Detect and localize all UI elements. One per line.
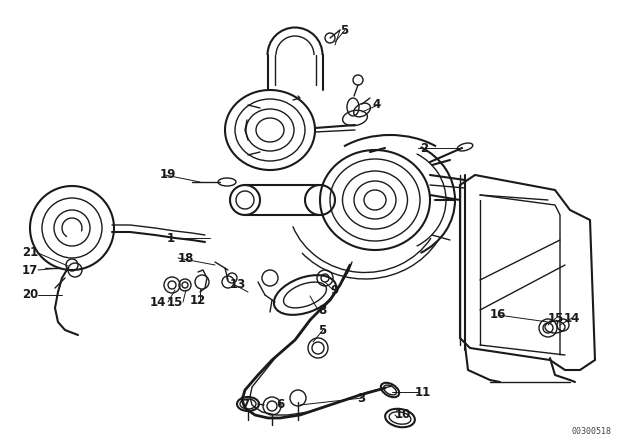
Text: 3: 3 — [357, 392, 365, 405]
Text: 7: 7 — [241, 397, 249, 410]
Text: 11: 11 — [415, 385, 431, 399]
Text: 16: 16 — [490, 309, 506, 322]
Text: 12: 12 — [190, 293, 206, 306]
Text: 14: 14 — [564, 311, 580, 324]
Text: 6: 6 — [276, 397, 284, 410]
Text: 15: 15 — [548, 311, 564, 324]
Text: 5: 5 — [340, 23, 348, 36]
Text: 2: 2 — [420, 142, 428, 155]
Text: 19: 19 — [160, 168, 177, 181]
Text: 1: 1 — [167, 232, 175, 245]
Text: 14: 14 — [150, 296, 166, 309]
Text: 5: 5 — [318, 323, 326, 336]
Text: 21: 21 — [22, 246, 38, 259]
Text: 10: 10 — [395, 409, 412, 422]
Text: 17: 17 — [22, 263, 38, 276]
Text: 8: 8 — [318, 303, 326, 316]
Text: 15: 15 — [167, 296, 183, 309]
Text: 18: 18 — [178, 251, 195, 264]
Text: 00300518: 00300518 — [572, 427, 612, 436]
Text: 20: 20 — [22, 289, 38, 302]
Text: 13: 13 — [230, 279, 246, 292]
Text: 9: 9 — [330, 284, 339, 297]
Text: 4: 4 — [372, 99, 380, 112]
